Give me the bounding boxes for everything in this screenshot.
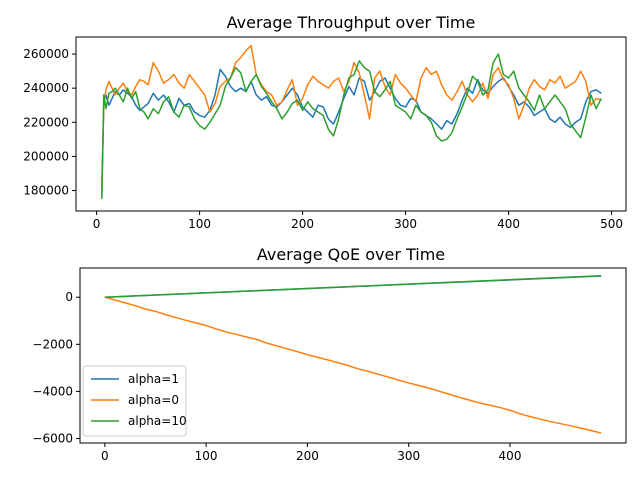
axes-frame: [75, 36, 627, 212]
legend-label: alpha=1: [128, 372, 179, 386]
y-tick-label: −2000: [32, 337, 73, 351]
x-tick-label: 300: [394, 217, 417, 231]
series-line-alpha-0: [104, 296, 602, 434]
legend-frame: [82, 365, 187, 437]
legend: alpha=1 alpha=0 alpha=10: [82, 365, 187, 437]
y-tick-label: 240000: [23, 81, 69, 95]
throughput-chart: Average Throughput over Time 0 100 200 300 4…: [23, 13, 627, 231]
y-tick-label: −6000: [32, 432, 73, 446]
x-tick-label: 0: [101, 449, 109, 463]
series-line-alpha-10: [104, 275, 602, 298]
y-tick-label: 180000: [23, 184, 69, 198]
legend-label: alpha=0: [128, 393, 179, 407]
x-tick-label: 400: [497, 217, 520, 231]
plot-area: 0 100 200 300 400 500 180000 200000 220000 240000…: [23, 36, 627, 231]
y-tick-label: 220000: [23, 115, 69, 129]
legend-label: alpha=10: [128, 414, 187, 428]
x-tick-label: 200: [296, 449, 319, 463]
chart-title: Average Throughput over Time: [227, 13, 476, 32]
chart-title: Average QoE over Time: [257, 245, 445, 264]
axes-frame: [79, 267, 627, 444]
x-tick-label: 0: [93, 217, 101, 231]
x-tick-label: 400: [499, 449, 522, 463]
series-line-alpha-0: [101, 44, 602, 188]
x-tick-label: 500: [600, 217, 623, 231]
plot-area: 0 100 200 300 400 0 −2000 −4000 −6000: [32, 267, 627, 463]
x-tick-label: 100: [195, 449, 218, 463]
x-tick-label: 300: [397, 449, 420, 463]
x-tick-label: 100: [188, 217, 211, 231]
y-tick-label: 0: [65, 290, 73, 304]
series-line-alpha-10: [101, 53, 602, 200]
y-tick-label: 260000: [23, 47, 69, 61]
x-tick-label: 200: [291, 217, 314, 231]
qoe-chart: Average QoE over Time 0 100 200 300 400 0 −200…: [32, 245, 627, 463]
y-tick-label: −4000: [32, 384, 73, 398]
y-tick-label: 200000: [23, 149, 69, 163]
